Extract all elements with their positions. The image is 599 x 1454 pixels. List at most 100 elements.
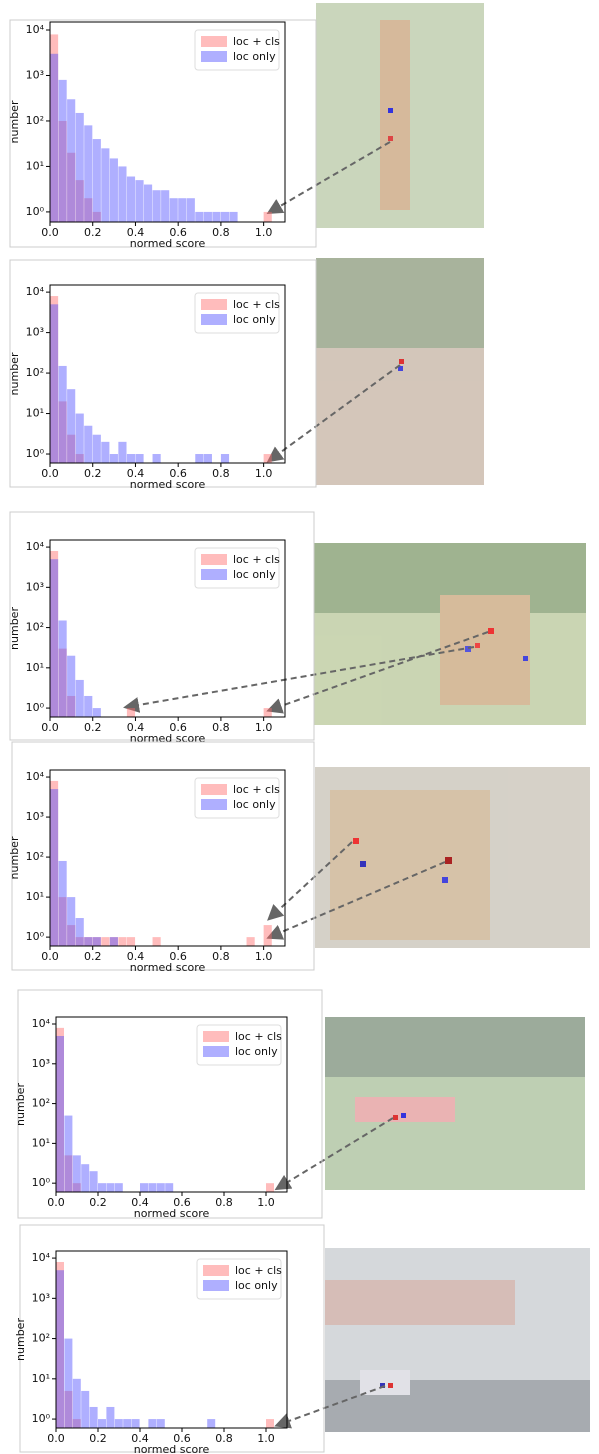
bar [67,389,75,463]
bar [153,190,161,222]
x-axis-label: normed score [130,961,206,974]
y-tick-label: 10¹ [26,407,44,420]
bar [118,937,126,946]
legend-label: loc only [235,1045,278,1058]
bar [84,696,92,717]
x-tick-label: 0.2 [84,226,102,239]
bar [195,454,203,463]
photos [314,3,590,1432]
bar [93,708,101,717]
x-tick-label: 1.0 [255,226,273,239]
bar [264,212,272,222]
photo-train [355,1097,455,1122]
bar [153,937,161,946]
legend-swatch [203,1031,229,1042]
legend-swatch [201,554,227,565]
x-tick-label: 0.0 [41,950,59,963]
x-axis-label: normed score [130,478,206,491]
bar [229,212,237,222]
x-tick-label: 1.0 [257,1196,275,1209]
bar [76,680,84,717]
y-tick-label: 10³ [26,580,44,593]
x-axis-label: normed score [130,732,206,745]
y-tick-label: 10⁴ [26,540,45,553]
y-tick-label: 10² [26,621,44,634]
bar [140,1183,148,1192]
x-tick-label: 0.0 [47,1432,65,1445]
bar [110,454,118,463]
y-axis-label: number [14,1083,27,1126]
page: 0.00.20.40.60.81.010⁰10¹10²10³10⁴normed … [0,0,599,1454]
bar [101,148,109,222]
photo-trees [316,258,484,348]
y-tick-label: 10³ [26,326,44,339]
bar [221,212,229,222]
y-tick-label: 10⁰ [32,1412,51,1425]
legend-swatch [203,1046,229,1057]
bar [170,198,178,222]
y-tick-label: 10² [32,1097,50,1110]
y-tick-label: 10¹ [26,890,44,903]
legend-label: loc + cls [233,553,280,566]
bar [144,185,152,222]
x-tick-label: 0.2 [84,721,102,734]
x-tick-label: 0.2 [84,467,102,480]
x-tick-label: 0.8 [212,226,230,239]
bar [135,180,143,222]
bar [207,1419,215,1428]
bar [264,454,272,463]
bar [127,177,135,222]
bar [264,708,272,717]
y-tick-label: 10⁴ [26,770,45,783]
bar [247,937,255,946]
bar [59,620,67,717]
bar [212,212,220,222]
y-tick-label: 10² [26,850,44,863]
bar [153,454,161,463]
y-tick-label: 10⁰ [26,205,45,218]
bar [204,212,212,222]
legend-label: loc only [233,798,276,811]
legend-swatch [201,569,227,580]
legend-swatch [203,1280,229,1291]
legend-swatch [201,314,227,325]
bar [132,1419,140,1428]
bar [84,426,92,463]
legend-label: loc only [235,1279,278,1292]
bar [73,1155,81,1192]
bar [127,937,135,946]
legend-label: loc + cls [233,298,280,311]
bar [127,708,135,717]
y-tick-label: 10⁴ [26,285,45,298]
x-axis-label: normed score [134,1207,210,1220]
legend-label: loc only [233,313,276,326]
figure: 0.00.20.40.60.81.010⁰10¹10²10³10⁴normed … [0,0,599,1454]
y-tick-label: 10⁰ [26,930,45,943]
bar [93,435,101,463]
legend-swatch [201,299,227,310]
y-tick-label: 10² [32,1332,50,1345]
bar [148,1183,156,1192]
bar [98,1183,106,1192]
bar [106,1407,114,1428]
y-tick-label: 10³ [26,810,44,823]
bar [76,414,84,463]
bar [50,54,58,222]
x-tick-label: 1.0 [257,1432,275,1445]
bar [73,1379,81,1428]
bar [123,1419,131,1428]
bar [67,897,75,946]
bar [266,1183,274,1192]
x-tick-label: 0.0 [41,721,59,734]
bar [165,1183,173,1192]
y-tick-label: 10¹ [32,1372,50,1385]
legend-label: loc + cls [235,1030,282,1043]
y-tick-label: 10² [26,366,44,379]
y-tick-label: 10¹ [26,661,44,674]
photo-subject [380,20,410,210]
bar [135,454,143,463]
legend-swatch [201,51,227,62]
x-tick-label: 0.8 [215,1196,233,1209]
bar [157,1183,165,1192]
bar [161,190,169,222]
